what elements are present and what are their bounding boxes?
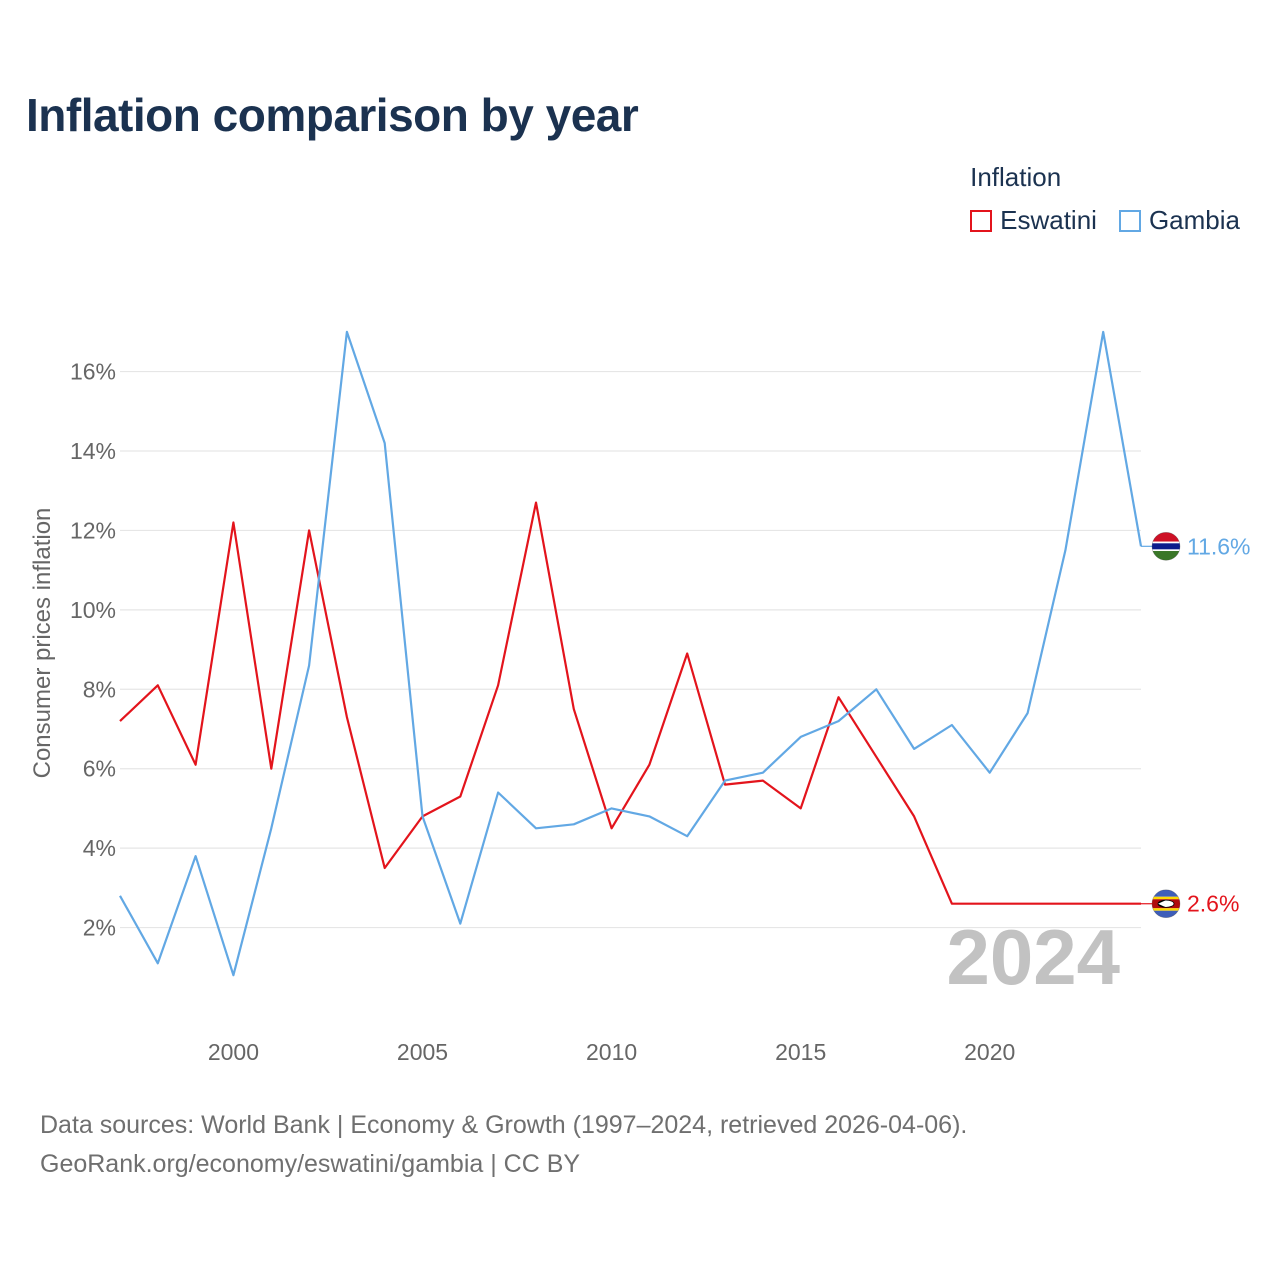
data-point-gambia-2009[interactable] [570,820,578,828]
end-value-label-eswatini: 2.6% [1187,891,1239,917]
data-point-eswatini-2019[interactable] [948,900,956,908]
data-point-gambia-2013[interactable] [721,777,729,785]
data-point-gambia-2014[interactable] [759,769,767,777]
source-line-2[interactable]: GeoRank.org/economy/eswatini/gambia | CC… [40,1150,581,1178]
data-point-eswatini-2008[interactable] [532,499,540,507]
source-line-1: Data sources: World Bank | Economy & Gro… [40,1111,968,1139]
y-tick-label-16: 16% [70,359,116,385]
data-point-gambia-2020[interactable] [986,769,994,777]
legend-label-gambia: Gambia [1148,205,1240,235]
y-tick-label-6: 6% [83,756,116,782]
line-chart: 2% 4% 6% 8% 10% 12% 14% 16% 2000 2005 2010 2015 202… [29,328,1251,1065]
data-point-gambia-1998[interactable] [154,959,162,967]
year-watermark: 2024 [946,913,1120,1001]
data-point-eswatini-2020[interactable] [986,900,994,908]
data-point-eswatini-2000[interactable] [229,518,237,526]
data-point-gambia-2003[interactable] [343,328,351,336]
data-point-eswatini-2002[interactable] [305,526,313,534]
series-line-eswatini[interactable] [119,501,1141,905]
series-lines [116,328,1143,979]
x-tick-label-2000: 2000 [208,1039,259,1065]
data-point-gambia-2017[interactable] [872,685,880,693]
legend-label-eswatini: Eswatini [1000,205,1097,235]
data-point-gambia-2023[interactable] [1099,328,1107,336]
data-point-eswatini-2023[interactable] [1099,900,1107,908]
data-point-gambia-2012[interactable] [683,832,691,840]
data-point-eswatini-1999[interactable] [192,761,200,769]
data-point-eswatini-2017[interactable] [872,753,880,761]
data-point-eswatini-2016[interactable] [834,693,842,701]
data-point-gambia-2005[interactable] [419,812,427,820]
legend-swatch-eswatini [970,209,993,232]
y-tick-label-8: 8% [83,676,116,702]
series-line-gambia[interactable] [119,330,1143,977]
data-point-gambia-2022[interactable] [1061,546,1069,554]
y-axis-ticks: 2% 4% 6% 8% 10% 12% 14% 16% [70,359,116,941]
data-point-eswatini-2015[interactable] [797,804,805,812]
data-point-eswatini-2009[interactable] [570,705,578,713]
data-point-eswatini-2010[interactable] [608,824,616,832]
data-point-gambia-2008[interactable] [532,824,540,832]
data-point-gambia-2006[interactable] [456,920,464,928]
data-point-gambia-2018[interactable] [910,745,918,753]
data-point-gambia-2000[interactable] [229,971,237,979]
data-point-gambia-2002[interactable] [305,661,313,669]
data-point-eswatini-2014[interactable] [759,777,767,785]
x-axis-ticks: 2000 2005 2010 2015 2020 [208,1039,1015,1065]
y-tick-label-12: 12% [70,517,116,543]
data-point-eswatini-2003[interactable] [343,713,351,721]
data-point-eswatini-1997[interactable] [116,717,124,725]
legend: Inflation Eswatini Gambia [970,162,1240,236]
data-point-eswatini-2018[interactable] [910,812,918,820]
data-point-eswatini-2001[interactable] [267,765,275,773]
data-point-gambia-2011[interactable] [645,812,653,820]
legend-title: Inflation [970,162,1062,192]
x-tick-label-2020: 2020 [964,1039,1015,1065]
data-point-eswatini-2011[interactable] [645,761,653,769]
legend-item-gambia[interactable]: Gambia [1118,205,1240,236]
gambia-flag-icon [1151,532,1181,561]
data-point-gambia-2016[interactable] [834,717,842,725]
data-point-eswatini-2004[interactable] [381,864,389,872]
data-point-eswatini-2012[interactable] [683,650,691,658]
data-point-eswatini-2021[interactable] [1024,900,1032,908]
data-point-gambia-2015[interactable] [797,733,805,741]
legend-swatch-gambia [1118,209,1141,232]
data-point-gambia-2019[interactable] [948,721,956,729]
series-end-markers: 2.6% 11.6% [1141,532,1251,919]
legend-item-eswatini[interactable]: Eswatini [970,205,1097,236]
y-tick-label-10: 10% [70,597,116,623]
data-point-gambia-1999[interactable] [192,852,200,860]
x-tick-label-2015: 2015 [775,1039,826,1065]
x-tick-label-2005: 2005 [397,1039,448,1065]
data-point-eswatini-1998[interactable] [154,681,162,689]
data-point-eswatini-2006[interactable] [456,793,464,801]
data-point-gambia-2021[interactable] [1024,709,1032,717]
y-tick-label-4: 4% [83,835,116,861]
grid-lines [120,370,1141,929]
data-point-eswatini-2022[interactable] [1061,900,1069,908]
data-point-gambia-2007[interactable] [494,789,502,797]
data-point-gambia-2001[interactable] [267,824,275,832]
end-value-label-gambia: 11.6% [1187,533,1251,559]
y-axis-title: Consumer prices inflation [29,508,56,779]
data-point-gambia-2010[interactable] [608,804,616,812]
y-tick-label-14: 14% [70,438,116,464]
data-point-gambia-1997[interactable] [116,892,124,900]
chart-title: Inflation comparison by year [26,89,639,141]
y-tick-label-2: 2% [83,915,116,941]
eswatini-flag-icon [1151,889,1181,919]
data-point-gambia-2004[interactable] [381,439,389,447]
source-note: Data sources: World Bank | Economy & Gro… [40,1106,967,1184]
x-tick-label-2010: 2010 [586,1039,637,1065]
data-point-eswatini-2007[interactable] [494,681,502,689]
